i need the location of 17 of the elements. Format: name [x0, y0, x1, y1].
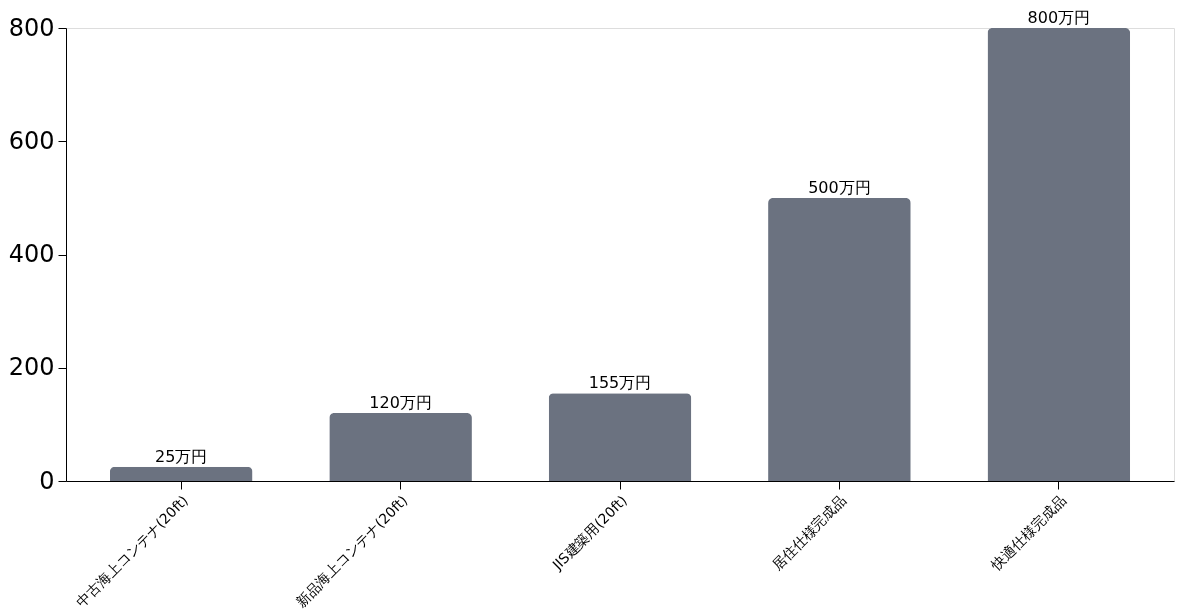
data-label: 800万円 [1027, 8, 1091, 27]
y-tick-label: 400 [8, 240, 55, 268]
y-tick-label: 600 [8, 126, 55, 155]
bar [768, 197, 911, 481]
bar [109, 466, 253, 481]
y-tick-label: 0 [39, 466, 55, 495]
y-tick-label: 800 [8, 13, 55, 42]
bar [987, 28, 1131, 481]
data-label: 155万円 [588, 373, 652, 393]
data-label: 120万円 [369, 393, 432, 413]
bar [548, 393, 692, 481]
y-tick-label: 200 [8, 353, 55, 382]
bar [329, 413, 472, 481]
x-tick-label: 快適仕様完成品 [987, 492, 1069, 574]
data-label: 25万円 [155, 446, 208, 466]
x-tick-label: 居住仕様完成品 [768, 492, 850, 573]
data-label: 500万円 [808, 177, 871, 197]
